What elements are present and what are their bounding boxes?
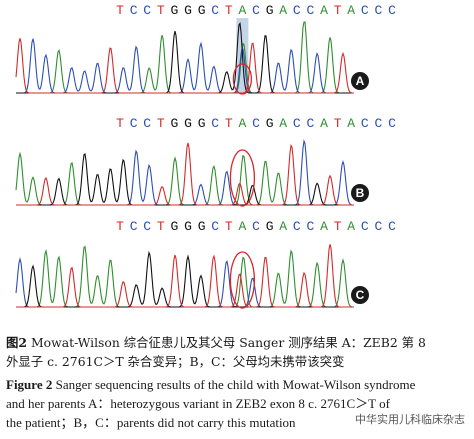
sequence-base-C-8: C	[211, 219, 219, 234]
sequence-base-A-18: A	[347, 3, 355, 18]
sequence-base-C-5: G	[170, 219, 178, 234]
sequence-base-C-6: G	[184, 219, 192, 234]
sequence-base-C-18: A	[347, 219, 355, 234]
trace-T-panel-B	[16, 142, 354, 206]
variant-circle-panel-C	[229, 251, 256, 309]
variant-circle-panel-B	[229, 149, 256, 207]
caption-chinese-line-1: 图2 Mowat-Wilson 综合征患儿及其父母 Sanger 测序结果 A：…	[6, 333, 470, 352]
trace-G-panel-A	[16, 21, 354, 94]
sequence-base-A-4: T	[157, 3, 165, 18]
sequence-base-C-20: C	[374, 219, 382, 234]
trace-T-panel-A	[15, 38, 354, 94]
sequence-base-A-2: C	[130, 3, 138, 18]
caption-english-line-3: the patient；B，C：parents did not carry th…	[6, 415, 296, 430]
sequence-base-A-9: T	[225, 3, 233, 18]
trace-A-panel-A	[16, 21, 354, 94]
sequence-base-B-12: G	[266, 116, 274, 131]
sequence-base-A-19: C	[361, 3, 369, 18]
sequence-base-B-9: T	[225, 116, 233, 131]
sequence-base-B-18: A	[347, 116, 355, 131]
sequence-base-C-3: C	[143, 219, 151, 234]
sequence-base-B-5: G	[170, 116, 178, 131]
sequence-base-B-19: C	[361, 116, 369, 131]
sequence-base-C-9: T	[225, 219, 233, 234]
sequence-base-A-8: C	[211, 3, 219, 18]
sequence-base-B-17: T	[334, 116, 342, 131]
caption-en-title: Sanger sequencing results of the child w…	[55, 377, 416, 392]
sequence-base-B-10: A	[238, 116, 246, 131]
trace-T-panel-C	[16, 244, 354, 308]
sequence-base-C-7: G	[198, 219, 206, 234]
sequence-base-B-8: C	[211, 116, 219, 131]
caption-chinese-line-2: 外显子 c. 2761C＞T 杂合变异；B，C：父母均未携带该突变	[6, 354, 345, 369]
sequence-base-B-6: G	[184, 116, 192, 131]
sequence-base-A-3: C	[143, 3, 151, 18]
trace-G-panel-C	[16, 250, 354, 308]
sequence-base-B-16: A	[320, 116, 328, 131]
sequence-base-C-2: C	[130, 219, 138, 234]
sequence-base-C-12: G	[266, 219, 274, 234]
sequence-base-A-16: A	[320, 3, 328, 18]
sequence-base-C-10: A	[238, 219, 246, 234]
caption-cn-figure-label: 图2	[6, 335, 28, 350]
sequence-base-C-19: C	[361, 219, 369, 234]
variant-circle-panel-A	[232, 63, 253, 95]
sequence-base-C-11: C	[252, 219, 260, 234]
sequence-base-B-2: C	[130, 116, 138, 131]
sequence-base-C-17: T	[334, 219, 342, 234]
panel-badge-B	[351, 184, 369, 202]
sequence-base-C-14: C	[293, 219, 301, 234]
sequence-base-B-11: C	[252, 116, 260, 131]
sequence-base-C-4: T	[157, 219, 165, 234]
panel-badge-A	[351, 72, 369, 90]
caption-english-line-2: and her parents A：heterozygous variant i…	[6, 396, 390, 411]
sequence-base-A-20: C	[374, 3, 382, 18]
sequence-base-C-15: C	[306, 219, 314, 234]
sequence-base-B-3: C	[143, 116, 151, 131]
journal-watermark: 中华实用儿科临床杂志	[352, 410, 468, 428]
sequence-base-A-5: G	[170, 3, 178, 18]
sanger-chromatogram-figure: T C C T G G G C T A C G A C C A T A C C CAT C C T G G G C T A C G A C C A T A…	[15, 3, 396, 309]
sequence-base-A-15: C	[306, 3, 314, 18]
caption-cn-part-a: A：ZEB2 第 8	[341, 335, 426, 350]
sequence-base-A-6: G	[184, 3, 192, 18]
sequence-base-B-21: C	[388, 116, 396, 131]
sequence-base-A-13: A	[279, 3, 287, 18]
sequence-base-B-4: T	[157, 116, 165, 131]
sequence-base-A-10: A	[238, 3, 246, 18]
panel-label-B: B	[356, 186, 365, 200]
trace-C-panel-A	[16, 38, 354, 94]
sequence-base-B-15: C	[306, 116, 314, 131]
sequence-base-A-1: T	[116, 3, 124, 18]
sequence-base-C-1: T	[116, 219, 124, 234]
sequence-base-A-12: G	[266, 3, 274, 18]
sequence-base-A-14: C	[293, 3, 301, 18]
caption-en-figure-label: Figure 2	[6, 377, 53, 392]
sequence-base-B-1: T	[116, 116, 124, 131]
sequence-base-C-21: C	[388, 219, 396, 234]
sequence-base-C-16: A	[320, 219, 328, 234]
panel-label-A: A	[356, 74, 365, 88]
sequence-base-B-7: G	[198, 116, 206, 131]
sequence-base-B-14: C	[293, 116, 301, 131]
sequence-base-B-20: C	[374, 116, 382, 131]
caption-cn-title: Mowat-Wilson 综合征患儿及其父母 Sanger 测序结果	[30, 335, 338, 350]
sequence-base-B-13: A	[279, 116, 287, 131]
sequence-base-A-21: C	[388, 3, 396, 18]
sequence-base-C-13: A	[279, 219, 287, 234]
sequence-base-A-17: T	[334, 3, 342, 18]
caption-english-line-1: Figure 2 Sanger sequencing results of th…	[6, 375, 470, 394]
panel-badge-C	[351, 286, 369, 304]
sequence-base-A-11: C	[252, 3, 260, 18]
panel-label-C: C	[356, 288, 365, 302]
sequence-base-A-7: G	[198, 3, 206, 18]
